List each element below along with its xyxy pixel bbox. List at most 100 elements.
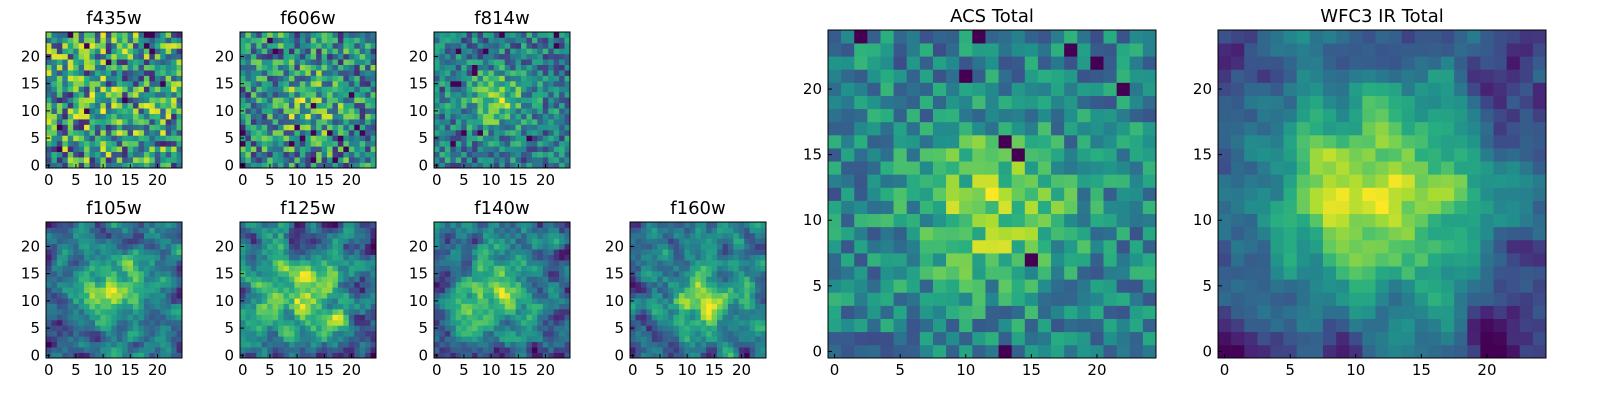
heatmap-cell — [165, 325, 172, 332]
heatmap-cell — [160, 53, 167, 60]
heatmap-cell — [760, 249, 767, 255]
heatmap-cell — [472, 232, 478, 239]
heatmap-cell — [288, 64, 295, 71]
heatmap-cell — [504, 330, 511, 337]
heatmap-cell — [365, 254, 371, 261]
heatmap-cell — [299, 265, 306, 272]
heatmap-cell — [722, 276, 729, 283]
heatmap-cell — [160, 64, 167, 71]
heatmap-cell — [78, 146, 85, 153]
heatmap-cell — [521, 59, 527, 65]
heatmap-cell — [73, 157, 79, 163]
heatmap-cell — [542, 254, 549, 261]
heatmap-cell — [640, 336, 647, 343]
heatmap-cell — [531, 91, 538, 98]
heatmap-cell — [717, 303, 723, 310]
heatmap-cell — [332, 135, 339, 142]
heatmap-cell — [542, 270, 549, 277]
heatmap-cell — [111, 80, 118, 87]
heatmap-cell — [482, 270, 489, 277]
heatmap-cell — [332, 281, 339, 288]
heatmap-cell — [283, 86, 290, 93]
heatmap-cell — [299, 243, 306, 250]
heatmap-cell — [283, 146, 290, 153]
heatmap-cell — [466, 314, 473, 321]
heatmap-cell — [343, 325, 350, 332]
heatmap-cell — [84, 352, 90, 359]
heatmap-cell — [299, 162, 306, 169]
heatmap-cell — [717, 336, 723, 343]
heatmap-cell — [56, 222, 63, 228]
heatmap-cell — [176, 222, 183, 228]
heatmap-cell — [56, 70, 63, 76]
heatmap-cell — [149, 113, 156, 120]
heatmap-cell — [343, 86, 350, 93]
heatmap-cell — [78, 86, 85, 93]
heatmap-cell — [542, 151, 549, 158]
heatmap-cell — [305, 75, 312, 82]
heatmap-cell — [510, 319, 516, 326]
heatmap-cell — [640, 325, 647, 332]
heatmap-cell — [78, 265, 85, 272]
heatmap-cell — [94, 254, 101, 261]
heatmap-cell — [84, 135, 90, 142]
heatmap-cell — [531, 151, 538, 158]
heatmap-cell — [154, 80, 161, 87]
heatmap-cell — [176, 287, 183, 294]
heatmap-cell — [84, 102, 90, 109]
heatmap-cell — [250, 32, 257, 38]
heatmap-cell — [321, 227, 328, 234]
heatmap-cell — [305, 222, 312, 228]
heatmap-cell — [100, 325, 107, 332]
heatmap-cell — [959, 266, 973, 280]
heatmap-cell — [370, 119, 377, 125]
heatmap-cell — [1037, 239, 1052, 254]
heatmap-cell — [537, 265, 544, 272]
heatmap-cell — [684, 270, 691, 277]
heatmap-cell — [116, 97, 123, 104]
heatmap-cell — [160, 325, 167, 332]
heatmap-cell — [171, 59, 177, 65]
heatmap-cell — [354, 336, 361, 343]
heatmap-cell — [711, 347, 718, 353]
heatmap-cell — [250, 59, 257, 65]
heatmap-cell — [744, 325, 751, 332]
heatmap-cell — [67, 298, 74, 304]
heatmap-cell — [651, 276, 658, 283]
heatmap-cell — [564, 97, 571, 104]
heatmap-cell — [316, 352, 322, 359]
heatmap-cell — [695, 298, 702, 304]
heatmap-cell — [116, 113, 123, 120]
heatmap-cell — [706, 249, 712, 255]
heatmap-cell — [261, 265, 268, 272]
heatmap-cell — [245, 53, 252, 60]
heatmap-cell — [722, 222, 729, 228]
heatmap-cell — [477, 151, 484, 158]
heatmap-cell — [122, 119, 128, 125]
heatmap-cell — [46, 32, 52, 38]
heatmap-cell — [477, 37, 484, 44]
heatmap-cell — [348, 108, 355, 114]
heatmap-cell — [434, 140, 440, 147]
heatmap-cell — [116, 243, 123, 250]
heatmap-cell — [278, 80, 284, 87]
heatmap-cell — [160, 330, 167, 337]
heatmap-cell — [439, 303, 446, 310]
heatmap-cell — [67, 135, 74, 142]
heatmap-cell — [78, 151, 85, 158]
heatmap-cell — [105, 232, 112, 239]
heatmap-cell — [499, 124, 506, 131]
heatmap-cell — [559, 352, 565, 359]
heatmap-cell — [450, 243, 457, 250]
heatmap-cell — [760, 325, 767, 332]
heatmap-cell — [880, 226, 894, 241]
heatmap-cell — [143, 102, 150, 109]
heatmap-cell — [288, 260, 295, 266]
heatmap-cell — [515, 102, 522, 109]
heatmap-cell — [662, 232, 669, 239]
heatmap-cell — [684, 260, 691, 266]
heatmap-cell — [165, 265, 172, 272]
heatmap-cell — [343, 238, 350, 245]
heatmap-cell — [256, 146, 263, 153]
heatmap-cell — [1064, 331, 1078, 346]
